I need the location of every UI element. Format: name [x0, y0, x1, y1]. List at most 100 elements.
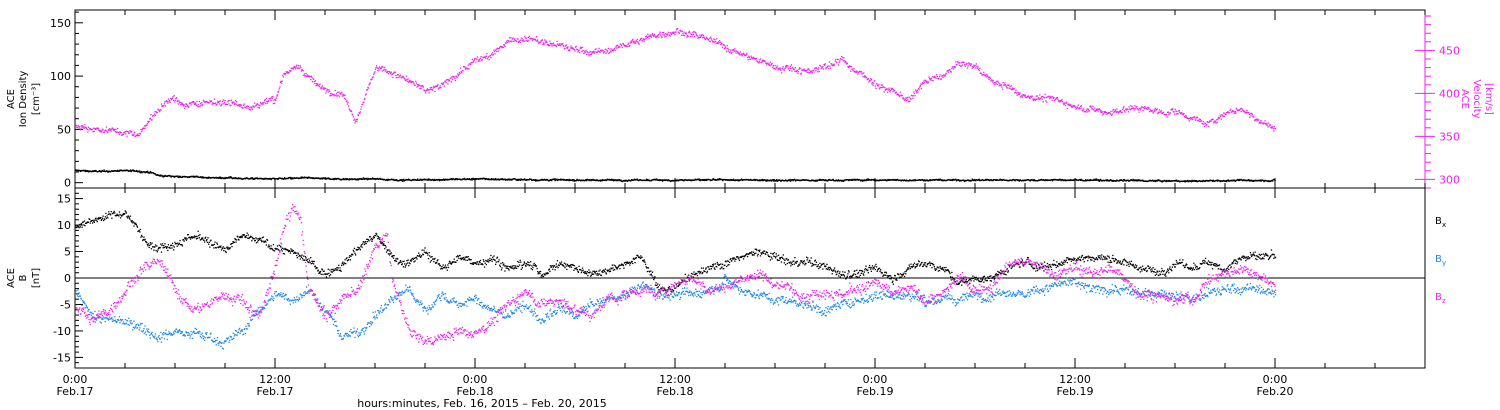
density-point: [827, 179, 829, 182]
velocity-point: [149, 117, 151, 120]
velocity-point: [538, 43, 540, 45]
velocity-point: [833, 64, 836, 66]
bx-point: [148, 246, 150, 249]
velocity-point: [984, 74, 986, 76]
bx-point: [272, 244, 275, 246]
velocity-point: [1104, 111, 1106, 114]
density-point: [718, 179, 720, 181]
bx-point: [272, 249, 274, 251]
density-point: [568, 178, 570, 181]
velocity-tick-label: 450: [1439, 44, 1460, 57]
velocity-point: [781, 67, 783, 69]
density-point: [819, 178, 821, 181]
velocity-point: [1273, 125, 1275, 128]
velocity-point: [703, 37, 706, 39]
velocity-point: [826, 66, 828, 69]
velocity-point: [961, 64, 963, 66]
bx-point: [262, 240, 264, 242]
bx-point: [142, 239, 144, 242]
velocity-point: [731, 51, 733, 54]
velocity-point: [450, 77, 452, 79]
velocity-point: [719, 41, 721, 43]
velocity-point: [1060, 100, 1063, 102]
velocity-point: [560, 43, 562, 45]
velocity-point: [661, 36, 663, 39]
velocity-point: [192, 100, 195, 103]
density-point: [1095, 178, 1097, 180]
density-point: [252, 177, 254, 179]
density-point: [106, 170, 108, 172]
velocity-point: [1097, 110, 1099, 112]
bx-point: [198, 235, 200, 237]
density-point: [616, 179, 618, 182]
velocity-point: [950, 71, 952, 73]
velocity-point: [899, 91, 902, 93]
velocity-point: [182, 105, 185, 107]
bx-point: [308, 260, 311, 262]
density-point: [1220, 180, 1222, 183]
bx-point: [282, 247, 284, 249]
density-point: [895, 179, 897, 182]
velocity-point: [833, 63, 835, 65]
bx-point: [191, 237, 193, 239]
velocity-point: [544, 39, 546, 41]
density-point: [1168, 180, 1170, 182]
velocity-point: [1059, 101, 1061, 103]
velocity-point: [972, 66, 974, 68]
velocity-point: [479, 60, 481, 62]
velocity-point: [196, 100, 198, 103]
velocity-point: [1231, 110, 1233, 112]
density-point: [344, 179, 346, 181]
velocity-point: [1131, 106, 1133, 108]
velocity-point: [702, 34, 704, 37]
velocity-point: [1171, 108, 1173, 110]
velocity-point: [961, 61, 963, 64]
velocity-point: [141, 129, 143, 131]
velocity-point: [308, 75, 310, 77]
velocity-point: [986, 73, 988, 75]
density-point: [140, 170, 142, 173]
bx-point: [269, 248, 272, 250]
velocity-point: [320, 87, 322, 90]
velocity-point: [1048, 96, 1050, 98]
velocity-point: [127, 131, 129, 133]
bx-point: [296, 254, 298, 257]
bx-point: [160, 251, 163, 253]
velocity-point: [1018, 92, 1020, 94]
velocity-point: [1239, 108, 1242, 110]
bx-point: [100, 217, 102, 219]
velocity-point: [105, 126, 108, 128]
velocity-point: [337, 94, 339, 96]
bx-point: [302, 259, 304, 261]
velocity-point: [378, 66, 381, 68]
bx-point: [103, 219, 105, 222]
velocity-point: [975, 63, 977, 65]
bx-point: [209, 246, 211, 248]
velocity-point: [1088, 110, 1091, 112]
velocity-point: [1203, 123, 1205, 126]
velocity-point: [755, 57, 757, 59]
velocity-point: [997, 80, 999, 83]
velocity-point: [166, 101, 168, 103]
velocity-point: [116, 131, 118, 133]
velocity-point: [1030, 96, 1032, 99]
velocity-point: [324, 87, 326, 90]
density-point: [85, 170, 87, 173]
density-point: [873, 178, 875, 181]
velocity-point: [728, 48, 730, 51]
velocity-point: [498, 47, 500, 50]
velocity-point: [936, 74, 938, 76]
velocity-point: [187, 106, 189, 108]
bx-point: [255, 242, 258, 244]
velocity-point: [1018, 93, 1021, 95]
density-point: [1106, 179, 1108, 181]
velocity-point: [720, 44, 722, 46]
velocity-point: [1267, 126, 1269, 128]
bx-point: [244, 236, 246, 238]
velocity-point: [1090, 105, 1092, 107]
velocity-point: [364, 97, 366, 100]
velocity-point: [1160, 111, 1162, 113]
velocity-point: [511, 38, 514, 40]
bx-point: [210, 239, 212, 241]
velocity-point: [1195, 116, 1197, 118]
